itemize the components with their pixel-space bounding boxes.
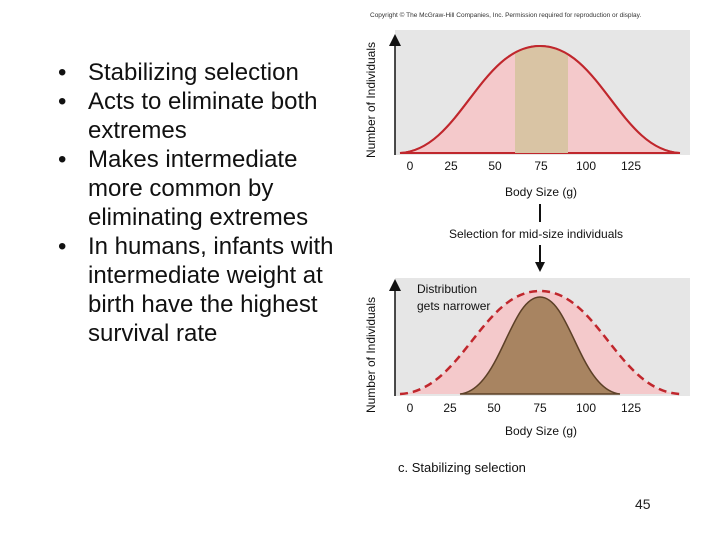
bottom-tick-125: 125	[621, 401, 641, 415]
narrower-annotation-line2: gets narrower	[417, 299, 490, 313]
copyright-notice: Copyright © The McGraw-Hill Companies, I…	[370, 12, 642, 19]
top-tick-0: 0	[407, 159, 414, 173]
top-tick-75: 75	[534, 159, 548, 173]
page-number: 45	[635, 496, 651, 512]
bullet-eliminate-extremes: Acts to eliminate both extremes	[52, 87, 352, 145]
bullet-humans-infants: In humans, infants with intermediate wei…	[52, 232, 352, 348]
top-tick-125: 125	[621, 159, 641, 173]
bullet-list: Stabilizing selection Acts to eliminate …	[52, 58, 352, 348]
top-panel-xlabel: Body Size (g)	[505, 185, 577, 199]
figure-caption: c. Stabilizing selection	[398, 460, 526, 475]
wide-distribution-outline	[399, 44, 681, 154]
bullet-intermediate-common: Makes intermediate more common by elimin…	[52, 145, 352, 232]
bottom-tick-50: 50	[487, 401, 501, 415]
top-tick-50: 50	[488, 159, 502, 173]
bottom-panel: Number of Individuals Distribution gets …	[364, 278, 690, 438]
selected-midsize-band	[515, 46, 568, 153]
top-tick-100: 100	[576, 159, 596, 173]
top-panel-ylabel: Number of Individuals	[364, 42, 378, 158]
top-panel: Number of Individuals 0 25 50 75 100 125…	[364, 30, 690, 199]
narrower-annotation-line1: Distribution	[417, 282, 477, 296]
bottom-panel-xlabel: Body Size (g)	[505, 424, 577, 438]
bottom-panel-ticks: 0 25 50 75 100 125	[407, 401, 642, 415]
top-tick-25: 25	[444, 159, 458, 173]
bottom-tick-75: 75	[533, 401, 547, 415]
top-panel-ticks: 0 25 50 75 100 125	[407, 159, 642, 173]
bullet-stabilizing-selection: Stabilizing selection	[52, 58, 352, 87]
selection-arrow-label: Selection for mid-size individuals	[449, 227, 623, 241]
original-distribution-dashed	[399, 289, 681, 396]
bottom-tick-100: 100	[576, 401, 596, 415]
bottom-panel-ylabel: Number of Individuals	[364, 297, 378, 413]
bottom-tick-25: 25	[443, 401, 457, 415]
bottom-tick-0: 0	[407, 401, 414, 415]
narrowed-distribution-curve	[459, 296, 621, 395]
selection-arrow-head	[535, 262, 545, 272]
